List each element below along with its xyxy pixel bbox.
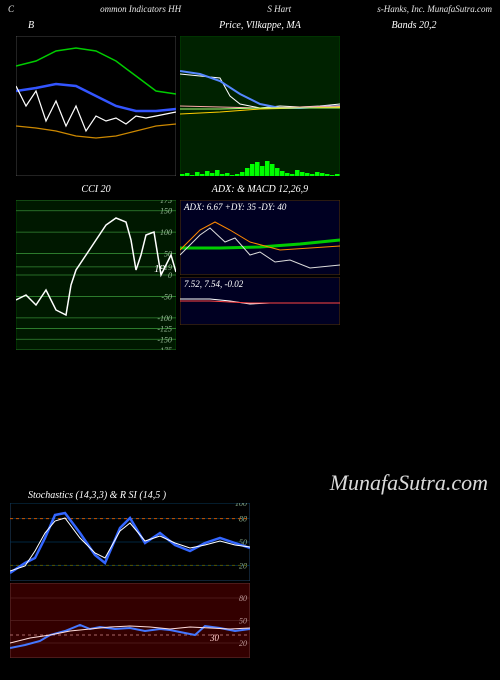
svg-text:19: 19 bbox=[154, 263, 166, 275]
watermark: MunafaSutra.com bbox=[330, 470, 488, 496]
price-chart bbox=[180, 36, 340, 176]
adx-chart: ADX: 6.67 +DY: 35 -DY: 40 bbox=[180, 200, 340, 275]
svg-text:100: 100 bbox=[235, 503, 247, 508]
page-header: C ommon Indicators HH S Hart s-Hanks, In… bbox=[0, 0, 500, 18]
bollinger-panel: B bbox=[16, 18, 176, 176]
rsi-chart: 80 50 20 30 bbox=[10, 583, 250, 658]
svg-text:100: 100 bbox=[160, 228, 172, 237]
svg-text:-100: -100 bbox=[157, 314, 172, 323]
svg-text:-50: -50 bbox=[161, 292, 172, 301]
bollinger-chart bbox=[16, 36, 176, 176]
cci-chart: 17515010050190-50-100-125-150-17519 bbox=[16, 200, 176, 350]
svg-text:30: 30 bbox=[209, 633, 220, 643]
cci-title: CCI 20 bbox=[16, 184, 176, 198]
bollinger-title: B bbox=[16, 20, 176, 34]
svg-text:80: 80 bbox=[239, 594, 247, 603]
svg-text:20: 20 bbox=[239, 639, 247, 648]
macd-chart: 7.52, 7.54, -0.02 bbox=[180, 277, 340, 325]
header-mid2: S Hart bbox=[267, 4, 291, 14]
cci-panel: CCI 20 17515010050190-50-100-125-150-175… bbox=[16, 182, 176, 350]
svg-text:150: 150 bbox=[160, 207, 172, 216]
svg-text:0: 0 bbox=[168, 271, 172, 280]
price-title: Price, Vllkappe, MA bbox=[180, 20, 340, 34]
svg-text:7.52, 7.54, -0.02: 7.52, 7.54, -0.02 bbox=[184, 279, 244, 289]
header-left: C bbox=[8, 4, 14, 14]
svg-text:20: 20 bbox=[239, 561, 247, 570]
svg-text:-175: -175 bbox=[157, 346, 172, 350]
adx-macd-panel: ADX: & MACD 12,26,9 ADX: 6.67 +DY: 35 -D… bbox=[180, 182, 340, 350]
stochastics-chart: 100805020 bbox=[10, 503, 250, 581]
svg-text:50: 50 bbox=[239, 617, 247, 626]
svg-text:175: 175 bbox=[160, 200, 172, 205]
header-mid1: ommon Indicators HH bbox=[100, 4, 181, 14]
svg-text:-150: -150 bbox=[157, 335, 172, 344]
svg-text:-125: -125 bbox=[157, 325, 172, 334]
header-right: s-Hanks, Inc. MunafaSutra.com bbox=[377, 4, 492, 14]
bands-label-panel: Bands 20,2 bbox=[344, 18, 484, 176]
price-panel: Price, Vllkappe, MA bbox=[180, 18, 340, 176]
adx-title: ADX: & MACD 12,26,9 bbox=[180, 184, 340, 198]
bands-title: Bands 20,2 bbox=[344, 20, 484, 34]
svg-text:ADX: 6.67 +DY: 35 -DY: 40: ADX: 6.67 +DY: 35 -DY: 40 bbox=[183, 202, 287, 212]
